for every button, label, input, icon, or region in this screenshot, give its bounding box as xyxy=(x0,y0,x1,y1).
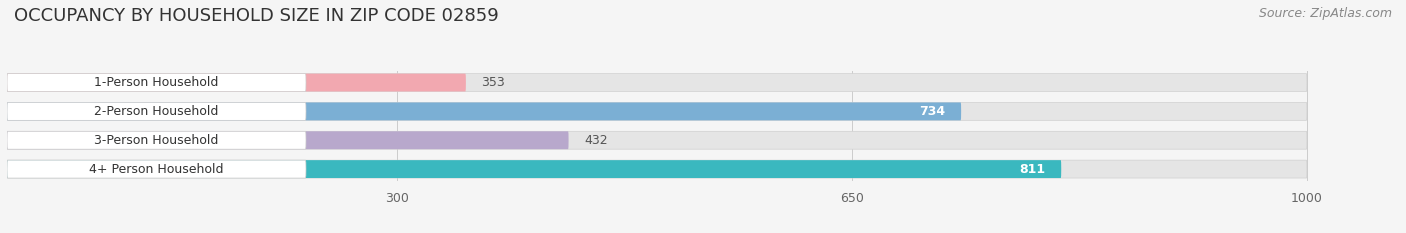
Text: Source: ZipAtlas.com: Source: ZipAtlas.com xyxy=(1258,7,1392,20)
Text: OCCUPANCY BY HOUSEHOLD SIZE IN ZIP CODE 02859: OCCUPANCY BY HOUSEHOLD SIZE IN ZIP CODE … xyxy=(14,7,499,25)
FancyBboxPatch shape xyxy=(7,131,307,149)
FancyBboxPatch shape xyxy=(7,160,1062,178)
Text: 432: 432 xyxy=(583,134,607,147)
FancyBboxPatch shape xyxy=(7,131,568,149)
FancyBboxPatch shape xyxy=(7,103,1308,120)
FancyBboxPatch shape xyxy=(7,103,307,120)
Text: 1-Person Household: 1-Person Household xyxy=(94,76,219,89)
FancyBboxPatch shape xyxy=(7,103,962,120)
Text: 3-Person Household: 3-Person Household xyxy=(94,134,219,147)
FancyBboxPatch shape xyxy=(7,74,307,92)
FancyBboxPatch shape xyxy=(7,74,465,92)
Text: 811: 811 xyxy=(1019,163,1046,176)
FancyBboxPatch shape xyxy=(7,160,307,178)
FancyBboxPatch shape xyxy=(7,160,1308,178)
Text: 353: 353 xyxy=(481,76,505,89)
FancyBboxPatch shape xyxy=(7,131,1308,149)
Text: 734: 734 xyxy=(920,105,946,118)
FancyBboxPatch shape xyxy=(7,74,1308,92)
Text: 2-Person Household: 2-Person Household xyxy=(94,105,219,118)
Text: 4+ Person Household: 4+ Person Household xyxy=(89,163,224,176)
